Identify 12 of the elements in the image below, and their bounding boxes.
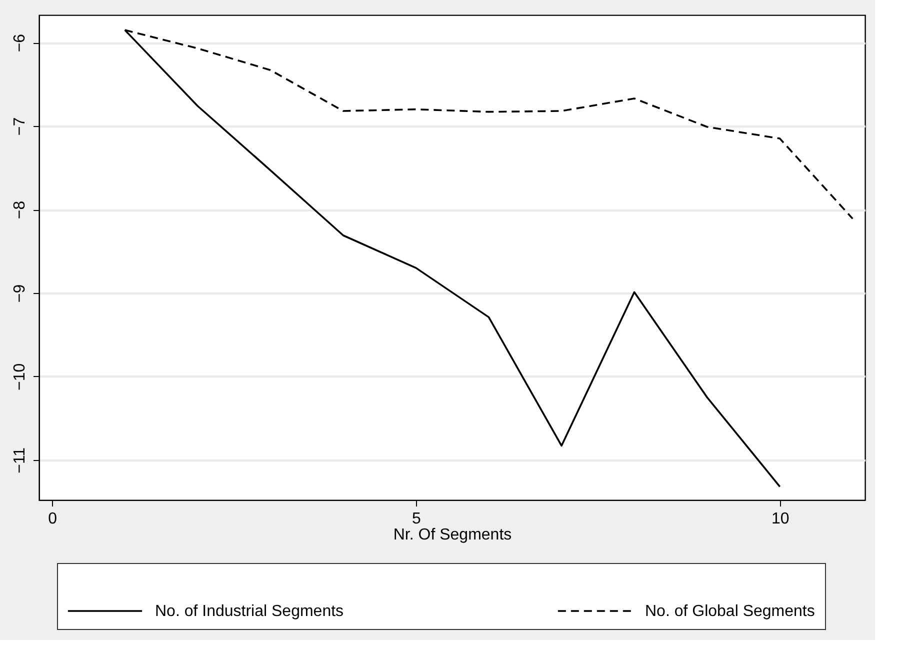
x-tick-label: 5 xyxy=(412,510,422,528)
legend-label: No. of Global Segments xyxy=(645,603,815,620)
y-tick-label: −7 xyxy=(12,117,28,136)
y-tick-label: −6 xyxy=(12,34,28,52)
y-tick-label: −11 xyxy=(12,447,28,474)
y-tick-label: −8 xyxy=(12,200,28,220)
legend-label: No. of Industrial Segments xyxy=(155,603,344,620)
y-tick-label: −10 xyxy=(12,363,28,391)
y-tick-label: −9 xyxy=(12,284,28,303)
x-tick-label: 0 xyxy=(48,510,58,528)
x-axis-title: Nr. Of Segments xyxy=(393,526,512,544)
x-tick-label: 10 xyxy=(771,510,790,528)
